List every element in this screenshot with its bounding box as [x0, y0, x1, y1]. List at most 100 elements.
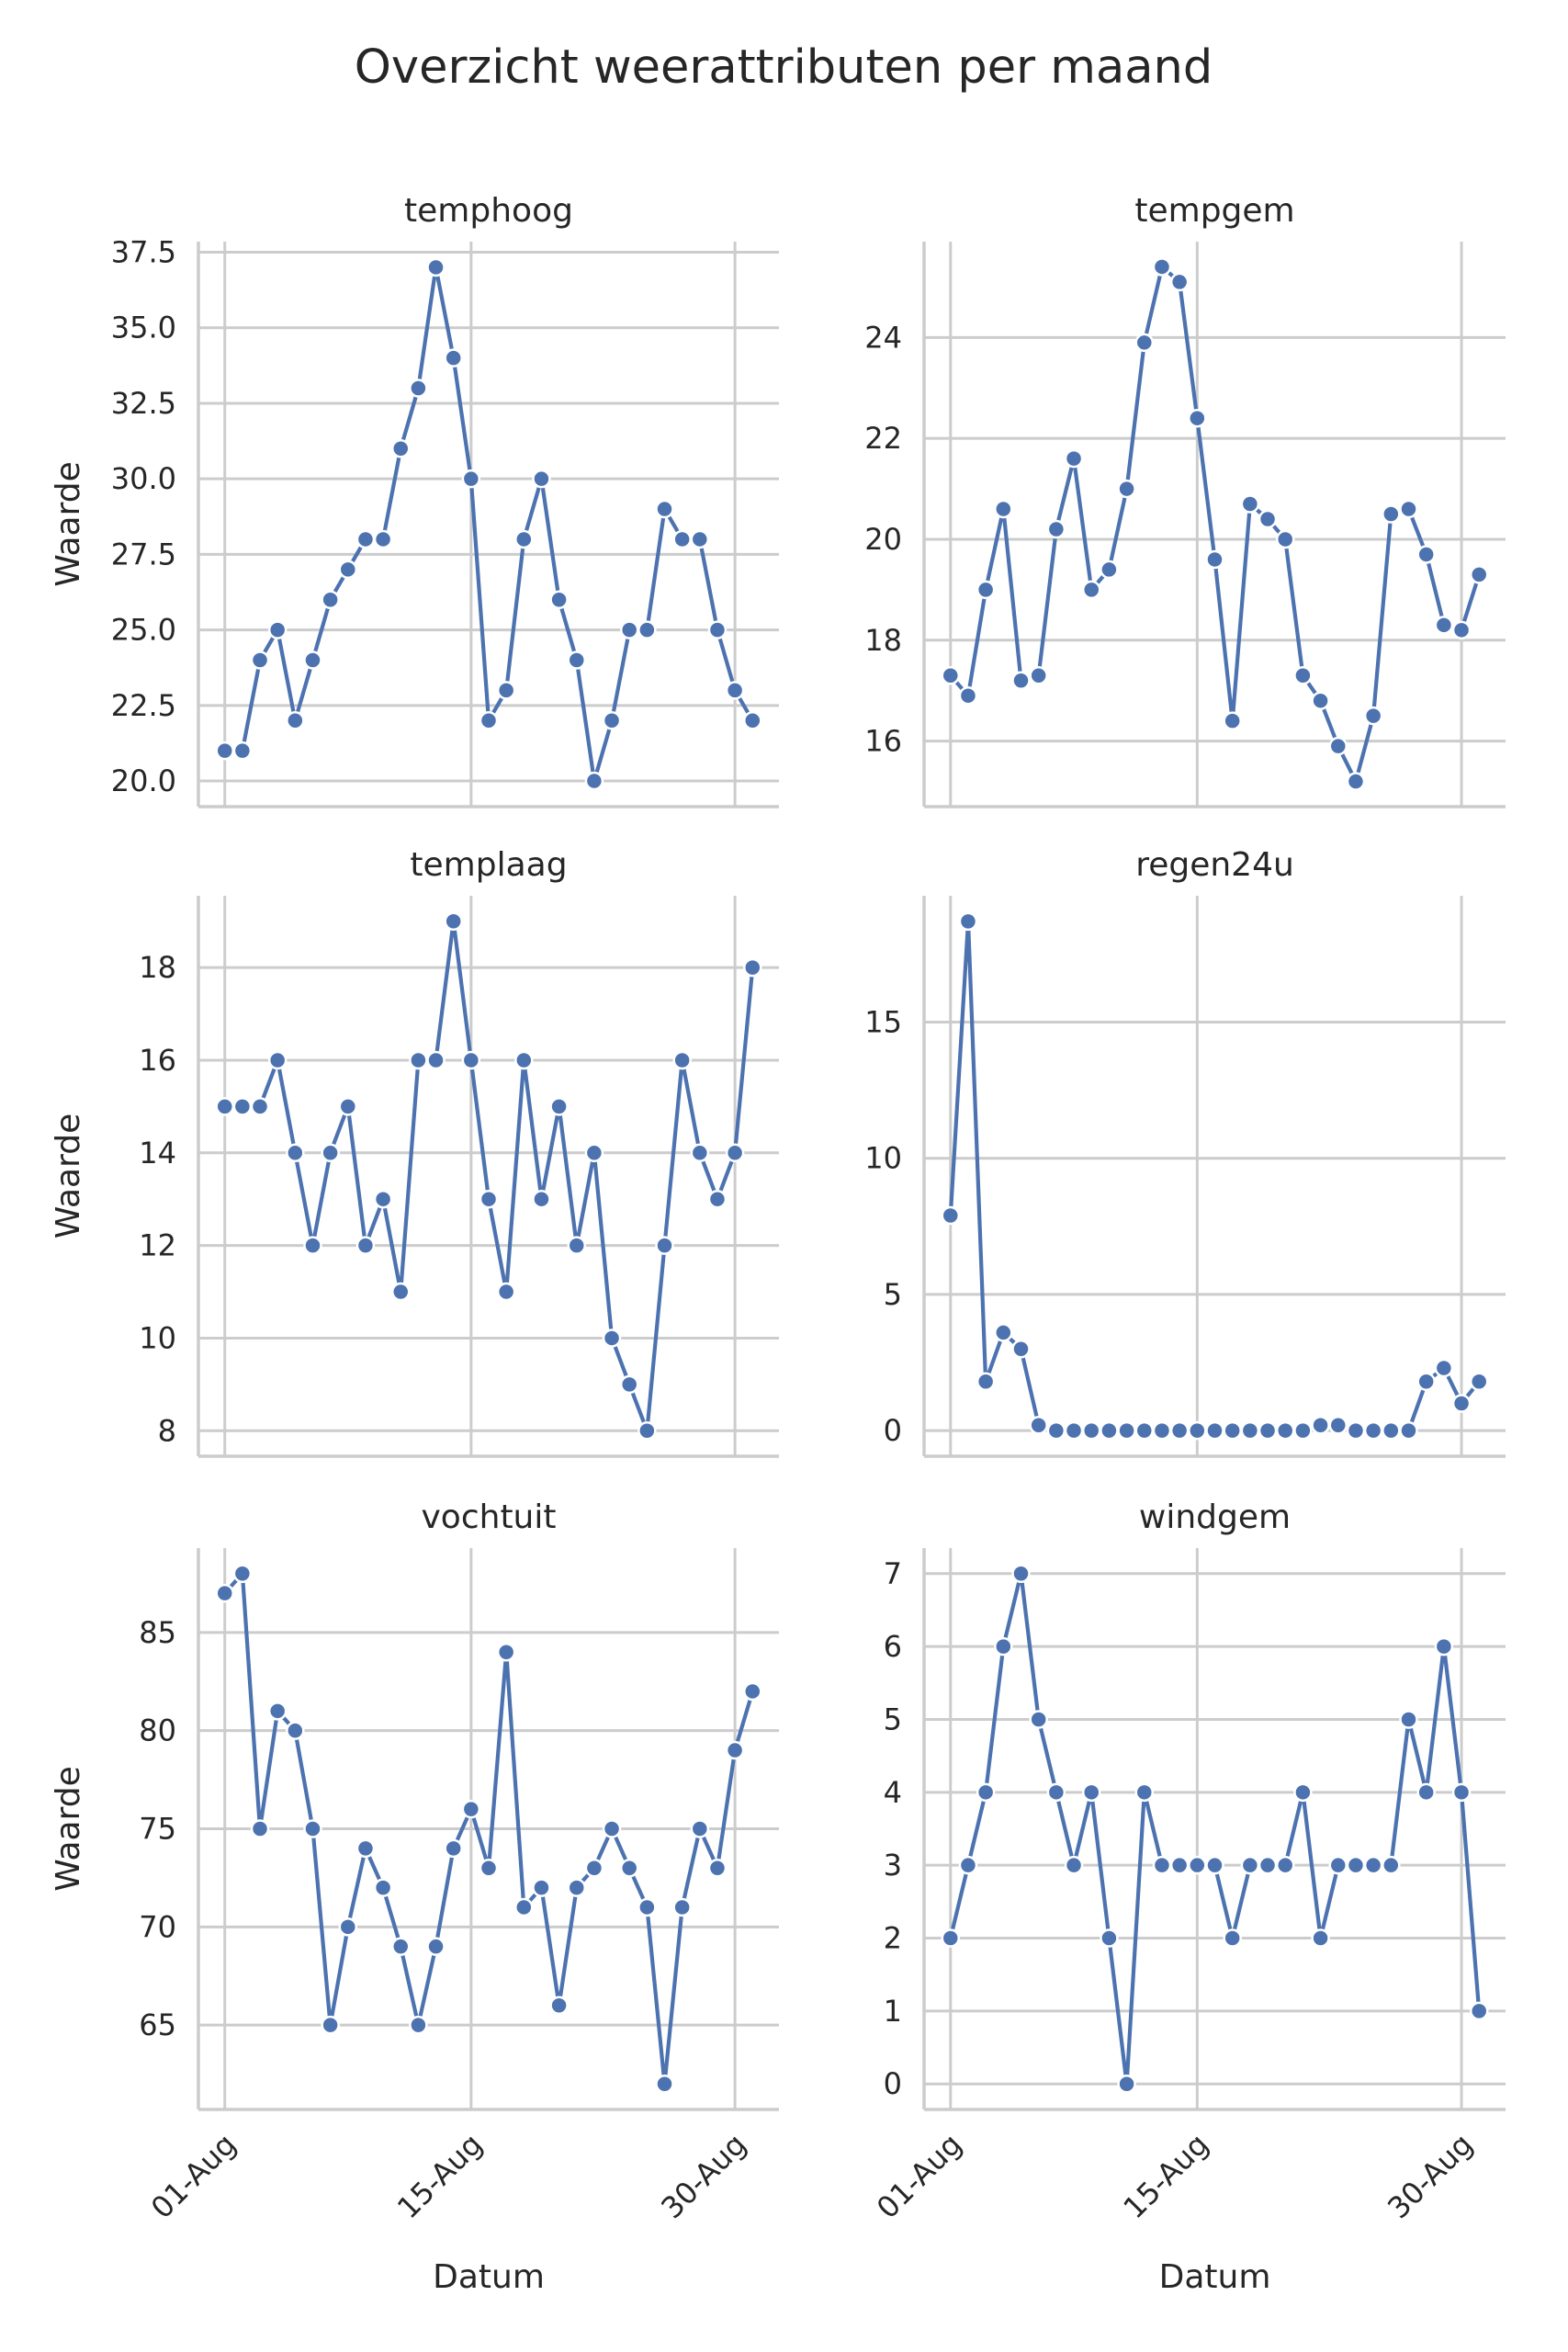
data-point [958, 911, 978, 932]
y-tick-label: 20.0 [111, 763, 176, 798]
data-point [532, 1878, 551, 1897]
data-point [461, 1799, 481, 1819]
data-point [461, 469, 481, 489]
data-point [250, 650, 270, 670]
data-point [532, 1189, 551, 1209]
data-point [355, 1838, 376, 1859]
data-point [532, 469, 551, 489]
data-point [1064, 1420, 1084, 1441]
data-point [1451, 620, 1472, 640]
data-point [1046, 519, 1066, 539]
data-point [1029, 665, 1048, 685]
y-tick-label: 25.0 [111, 613, 176, 648]
data-point [1046, 1782, 1066, 1803]
data-point [286, 711, 305, 730]
y-axis-label: Waarde [50, 461, 87, 587]
data-point [1311, 1928, 1330, 1948]
y-tick-label: 24 [864, 320, 902, 355]
data-point [232, 1564, 253, 1584]
data-point [1258, 509, 1278, 529]
data-point [1258, 1855, 1278, 1875]
data-point [267, 1050, 288, 1070]
data-point [479, 1189, 499, 1209]
y-tick-label: 65 [139, 2007, 176, 2042]
panel-temphoog: 20.0 22.5 25.0 27.5 30.0 32.5 35.0 37.5 temphoog… [50, 192, 779, 808]
data-point [1152, 257, 1172, 277]
panel-title: regen24u [1135, 846, 1294, 884]
y-tick-label: 0 [884, 2066, 902, 2101]
data-point [232, 1097, 253, 1116]
data-point [567, 1236, 587, 1255]
data-point [1469, 2001, 1489, 2021]
data-point [567, 1878, 587, 1897]
panel-templaag: 8 10 12 14 16 18 templaag Waarde [50, 846, 779, 1458]
y-tick-label: 30.0 [111, 461, 176, 496]
data-point [303, 1236, 322, 1255]
data-point [426, 1937, 446, 1956]
x-axis-label: Datum [1159, 2258, 1271, 2296]
y-tick-label: 18 [139, 950, 176, 985]
data-point [338, 1097, 358, 1116]
data-point [1311, 691, 1330, 710]
data-point [958, 1855, 978, 1875]
data-point [338, 1917, 358, 1937]
data-point [321, 590, 340, 609]
series-line-temphoog [224, 265, 755, 784]
y-tick-label: 35.0 [111, 311, 176, 345]
y-tick-label: 10 [864, 1141, 902, 1176]
data-point [1064, 448, 1084, 469]
data-point [1328, 736, 1348, 756]
data-point [1223, 1928, 1242, 1948]
data-point [1134, 1782, 1155, 1803]
data-point [461, 1050, 481, 1070]
data-point [958, 685, 978, 706]
y-tick-label: 14 [139, 1136, 176, 1170]
data-point [584, 1143, 604, 1163]
data-point [1152, 1855, 1172, 1875]
data-point [373, 1189, 393, 1209]
data-point [1240, 1855, 1260, 1875]
data-point [1011, 1339, 1031, 1359]
y-tick-label: 37.5 [111, 235, 176, 270]
data-point [619, 1374, 639, 1395]
series-line-windgem [948, 1571, 1482, 2086]
data-point [1100, 1928, 1119, 1948]
data-point [1275, 1855, 1295, 1875]
y-tick-label: 15 [864, 1005, 902, 1040]
data-point [373, 529, 393, 549]
data-point [355, 1236, 376, 1255]
data-point [672, 529, 692, 549]
data-point [567, 650, 587, 670]
data-point [1382, 1855, 1401, 1875]
data-point [496, 681, 516, 700]
data-point [496, 1642, 516, 1662]
data-point [1081, 1782, 1101, 1803]
panel-windgem: 0 1 2 3 4 5 6 7 01-Aug 15-Aug 30-Aug windgem Datum [870, 1498, 1506, 2296]
data-point [707, 620, 728, 639]
data-point [479, 711, 499, 730]
data-point [1029, 1415, 1048, 1435]
data-point [1363, 1855, 1383, 1875]
data-point [1169, 272, 1190, 292]
data-point [250, 1097, 270, 1116]
data-point [994, 1636, 1013, 1657]
panel-title: vochtuit [422, 1498, 557, 1536]
y-tick-label: 85 [139, 1615, 176, 1650]
data-point [1275, 529, 1295, 549]
data-point [1240, 1420, 1260, 1441]
data-point [1134, 333, 1155, 353]
data-point [1382, 1420, 1401, 1441]
data-point [1346, 1420, 1366, 1441]
data-point [655, 1236, 674, 1255]
data-point [655, 2074, 674, 2094]
y-tick-label: 22.5 [111, 688, 176, 723]
data-point [672, 1897, 692, 1917]
data-point [286, 1143, 305, 1163]
data-point [602, 711, 622, 730]
data-point [496, 1282, 516, 1302]
y-tick-label: 0 [884, 1413, 902, 1448]
data-point [994, 499, 1013, 519]
data-point [215, 1097, 234, 1116]
data-point [426, 1050, 446, 1070]
data-point [1081, 580, 1101, 600]
